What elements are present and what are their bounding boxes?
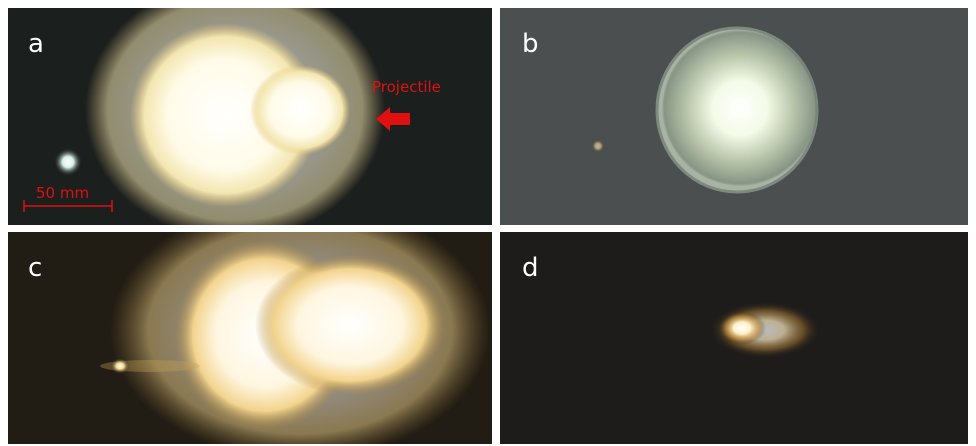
panel-c-image [8,232,492,444]
annotation: Projectile [372,78,441,96]
light-spot [591,139,605,153]
flash [718,311,766,345]
arrow [376,107,410,131]
flash [250,65,350,155]
flash [255,255,445,395]
light-spot [110,358,130,374]
scale-bar [23,200,113,212]
panel-a-image [8,8,492,225]
panel-b-image [500,8,968,225]
panel-label: c [28,253,42,283]
panel-d-image [500,232,968,444]
annotation: 50 mm [36,184,89,202]
panel-label: d [522,253,539,283]
flash [130,23,320,207]
light-spot [54,148,82,176]
flash [662,30,818,186]
panel-label: a [28,29,44,59]
panel-label: b [522,29,539,59]
